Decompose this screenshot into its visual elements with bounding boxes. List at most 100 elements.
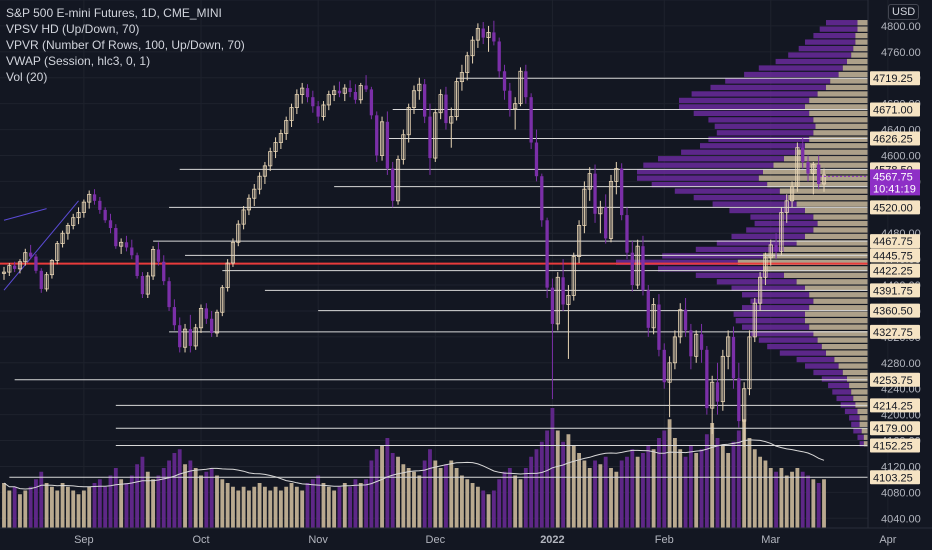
candle-body	[635, 245, 640, 286]
volume-bar	[662, 430, 667, 528]
candle-body	[49, 260, 54, 276]
level-label: 4467.75	[873, 236, 913, 248]
time-tick-label: 2022	[540, 534, 564, 546]
volume-bar	[672, 438, 677, 528]
time-axis[interactable]: Sep Oct Nov Dec 2022 Feb Mar Apr	[0, 527, 932, 546]
candle-body	[662, 349, 666, 383]
legend-vwap[interactable]: VWAP (Session, hlc3, 0, 1)	[6, 54, 151, 68]
level-label: 4214.25	[873, 400, 913, 412]
volume-bar	[76, 494, 81, 528]
candle-body	[689, 330, 693, 357]
candle-body	[577, 225, 582, 257]
profile-row-down	[859, 441, 864, 447]
volume-bar	[7, 490, 12, 528]
profile-row-down	[758, 65, 843, 71]
profile-row-up	[809, 97, 868, 104]
candle-body	[92, 194, 97, 201]
volume-bar	[18, 494, 22, 528]
legend-symbol[interactable]: S&P 500 E-mini Futures, 1D, CME_MINI	[6, 6, 222, 20]
profile-row-down	[805, 363, 839, 369]
volume-bar	[316, 475, 321, 528]
candles	[1, 20, 827, 448]
current-price-bg	[870, 169, 920, 196]
profile-row-up	[784, 156, 868, 162]
candle-body	[561, 277, 565, 305]
trendline	[3, 200, 79, 291]
candle-body	[518, 70, 523, 105]
profile-row-up	[809, 136, 868, 142]
candle-body	[60, 232, 65, 244]
candle-body	[779, 212, 784, 252]
candle-body	[81, 201, 86, 213]
volume-bar	[587, 468, 592, 528]
profile-row-up	[826, 350, 868, 356]
candle-body	[604, 207, 608, 239]
candle-body	[726, 336, 731, 357]
volume-bar	[65, 486, 70, 528]
candle-body	[204, 308, 208, 319]
level-labels: 4719.254671.004626.254578.504552.004520.…	[870, 71, 920, 485]
volume-bar	[241, 486, 246, 528]
volume-bar	[491, 490, 496, 528]
volume-bar	[231, 486, 235, 528]
candle-body	[246, 197, 251, 211]
profile-row-down	[725, 78, 831, 84]
profile-row-down	[658, 156, 784, 162]
volume-bar	[236, 490, 241, 528]
candle-body	[353, 91, 358, 100]
volume-bar	[763, 460, 768, 528]
volume-bar	[523, 468, 528, 528]
profile-row-up	[737, 259, 868, 266]
volume-bar	[507, 468, 512, 528]
candle-body	[438, 94, 443, 114]
profile-row-up	[813, 227, 868, 233]
volume-bar	[752, 449, 757, 528]
profile-row-up	[857, 26, 868, 32]
candle-body	[417, 83, 422, 92]
candle-body	[550, 287, 555, 324]
candle-body	[44, 274, 49, 290]
legend-volume[interactable]: Vol (20)	[6, 70, 48, 84]
profile-row-up	[842, 369, 868, 376]
profile-row-up	[805, 207, 868, 214]
volume-bar	[822, 479, 826, 528]
candle-body	[162, 261, 166, 282]
volume-bar	[199, 475, 203, 528]
profile-row-up	[863, 441, 868, 447]
currency-badge[interactable]: USD	[888, 4, 920, 20]
volume-bar	[811, 479, 816, 528]
profile-row-down	[695, 272, 784, 278]
candle-body	[630, 252, 634, 286]
volume-bar	[561, 441, 566, 528]
volume-bar	[577, 453, 581, 528]
volume-bar	[625, 456, 629, 528]
profile-row-up	[805, 318, 868, 324]
volume-bar	[651, 449, 656, 528]
volume-bar	[55, 490, 60, 528]
trendlines	[3, 200, 79, 291]
profile-row-up	[826, 84, 868, 91]
volume-bar	[475, 486, 480, 528]
volume-bar	[603, 456, 608, 528]
candle-body	[705, 349, 709, 409]
volume-bar	[806, 475, 810, 528]
candle-body	[540, 176, 544, 221]
candle-body	[667, 362, 672, 383]
candle-body	[737, 378, 741, 422]
candle-body	[433, 112, 438, 159]
legend-vpsv[interactable]: VPSV HD (Up/Down, 70)	[6, 22, 140, 36]
legend-vpvr[interactable]: VPVR (Number Of Rows, 100, Up/Down, 70)	[6, 38, 245, 52]
profile-row-up	[809, 110, 868, 117]
profile-row-down	[767, 343, 822, 350]
volume-bar	[289, 483, 294, 528]
profile-row-up	[809, 324, 868, 330]
volume-bar	[252, 486, 257, 528]
profile-row-down	[735, 318, 805, 324]
profile-row-down	[714, 123, 816, 129]
profile-row-up	[855, 39, 868, 45]
profile-row-up	[821, 343, 868, 350]
profile-row-up	[796, 149, 868, 155]
profile-row-down	[857, 434, 864, 440]
profile-row-down	[813, 32, 856, 39]
